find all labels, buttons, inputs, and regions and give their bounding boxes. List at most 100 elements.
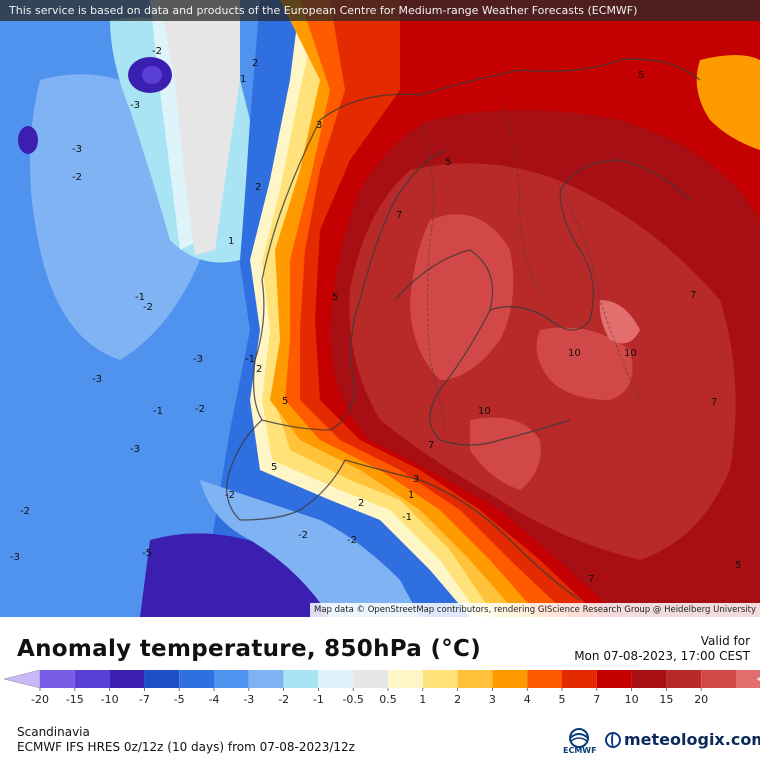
valid-label: Valid for bbox=[700, 634, 750, 648]
contour-labels: -2 -3 -3 -2 1 2 3 2 1 -1 -2 -3 -1 -3 -2 … bbox=[10, 46, 741, 585]
legend-swatch bbox=[144, 670, 180, 688]
legend-tick-label: 5 bbox=[559, 693, 566, 706]
contour-label: -3 bbox=[10, 552, 20, 563]
contour-label: 10 bbox=[478, 406, 491, 417]
ecmwf-logo-icon bbox=[569, 728, 589, 748]
legend-tick-label: 15 bbox=[659, 693, 673, 706]
contour-label: 2 bbox=[256, 364, 262, 375]
legend-tick-label: -20 bbox=[31, 693, 49, 706]
legend-swatch bbox=[214, 670, 249, 688]
legend-tick-label: -3 bbox=[243, 693, 254, 706]
legend-swatch bbox=[736, 670, 760, 688]
legend-swatch bbox=[353, 670, 388, 688]
contour-label: 7 bbox=[428, 440, 434, 451]
legend-tick-label: -7 bbox=[139, 693, 150, 706]
contour-label: 5 bbox=[282, 396, 288, 407]
contour-label: 10 bbox=[568, 348, 581, 359]
legend-swatch bbox=[40, 670, 75, 688]
contour-label: 2 bbox=[255, 182, 261, 193]
legend-swatch bbox=[74, 670, 110, 688]
legend-swatch bbox=[527, 670, 562, 688]
legend-swatch bbox=[666, 670, 702, 688]
legend-swatch bbox=[283, 670, 319, 688]
legend-tick-label: -5 bbox=[174, 693, 185, 706]
contour-label: 3 bbox=[316, 120, 322, 131]
contour-label: -1 bbox=[245, 354, 255, 365]
contour-label: 5 bbox=[271, 462, 277, 473]
warm-pocket-northeast bbox=[696, 55, 760, 150]
brand-name: meteologix.com bbox=[624, 730, 760, 749]
contour-label: -5 bbox=[142, 548, 152, 559]
contour-label: 10 bbox=[624, 348, 637, 359]
valid-datetime: Mon 07-08-2023, 17:00 CEST bbox=[574, 649, 750, 663]
legend-tick-label: 20 bbox=[694, 693, 708, 706]
contour-label: 5 bbox=[638, 70, 644, 81]
contour-label: -3 bbox=[130, 444, 140, 455]
weather-map[interactable]: -2 -3 -3 -2 1 2 3 2 1 -1 -2 -3 -1 -3 -2 … bbox=[0, 0, 760, 617]
cold-core-west bbox=[18, 126, 38, 154]
map-attribution[interactable]: Map data © OpenStreetMap contributors, r… bbox=[310, 603, 760, 617]
legend-tick-label: 2 bbox=[454, 693, 461, 706]
color-legend: -20 -15 -10 -7 -5 -4 -3 -2 -1 -0.5 0.5 1 2 3 4 5 7 10 15 20 bbox=[3, 669, 760, 706]
legend-swatch bbox=[388, 670, 423, 688]
hot-core-baltic bbox=[470, 417, 541, 490]
contour-label: 5 bbox=[735, 560, 741, 571]
contour-label: -3 bbox=[130, 100, 140, 111]
contour-label: -1 bbox=[135, 292, 145, 303]
hot-core-sweden bbox=[410, 214, 514, 380]
contour-label: -2 bbox=[195, 404, 205, 415]
ecmwf-logo-text: ECMWF bbox=[563, 746, 597, 755]
region-name: Scandinavia bbox=[17, 725, 90, 739]
contour-label: 7 bbox=[711, 397, 717, 408]
contour-label: -2 bbox=[20, 506, 30, 517]
legend-tick-label: 3 bbox=[489, 693, 496, 706]
contour-label: -2 bbox=[72, 172, 82, 183]
legend-swatch bbox=[701, 670, 736, 688]
legend-tick-label: 0.5 bbox=[379, 693, 397, 706]
contour-label: -2 bbox=[225, 490, 235, 501]
legend-swatch bbox=[179, 670, 214, 688]
legend-swatch bbox=[422, 670, 458, 688]
contour-label: 7 bbox=[396, 210, 402, 221]
contour-label: 1 bbox=[240, 74, 246, 85]
zone-neutral bbox=[160, 0, 240, 255]
legend-tick-label: 10 bbox=[625, 693, 639, 706]
contour-label: 5 bbox=[332, 292, 338, 303]
hot-core-finland bbox=[536, 327, 633, 400]
legend-tick-label: -2 bbox=[278, 693, 289, 706]
legend-swatch bbox=[492, 670, 528, 688]
coastlines bbox=[226, 58, 701, 601]
contour-label: 7 bbox=[588, 574, 594, 585]
legend-tick-label: 1 bbox=[419, 693, 426, 706]
globe-icon bbox=[605, 731, 621, 748]
contour-label: -1 bbox=[153, 406, 163, 417]
legend-arrow-high bbox=[755, 676, 760, 682]
legend-swatch bbox=[318, 670, 354, 688]
legend-tick-label: -4 bbox=[209, 693, 220, 706]
legend-arrow-low bbox=[3, 669, 41, 689]
legend-swatch bbox=[562, 670, 597, 688]
legend-swatch bbox=[109, 670, 145, 688]
legend-tick-label: 7 bbox=[593, 693, 600, 706]
model-run: ECMWF IFS HRES 0z/12z (10 days) from 07-… bbox=[17, 740, 355, 754]
legend-tick-label: -15 bbox=[66, 693, 84, 706]
meteologix-logo[interactable]: meteologix.com bbox=[605, 730, 760, 749]
legend-swatch bbox=[631, 670, 667, 688]
contour-label: -2 bbox=[347, 535, 357, 546]
borders bbox=[419, 99, 641, 431]
legend-tick-label: 4 bbox=[524, 693, 531, 706]
contour-label: 1 bbox=[408, 490, 414, 501]
contour-label: 3 bbox=[413, 474, 419, 485]
contour-label: -2 bbox=[143, 302, 153, 313]
legend-ticks: -20 -15 -10 -7 -5 -4 -3 -2 -1 -0.5 0.5 1 2 3 4 5 7 10 15 20 bbox=[31, 688, 708, 706]
legend-swatch bbox=[596, 670, 632, 688]
contour-label: 7 bbox=[690, 290, 696, 301]
chart-title: Anomaly temperature, 850hPa (°C) bbox=[17, 636, 482, 662]
contour-label: 1 bbox=[228, 236, 234, 247]
legend-tick-label: -0.5 bbox=[342, 693, 363, 706]
contour-label: -3 bbox=[72, 144, 82, 155]
contour-label: -1 bbox=[402, 512, 412, 523]
legend-swatch bbox=[457, 670, 493, 688]
contour-label: 2 bbox=[252, 58, 258, 69]
contour-label: -3 bbox=[92, 374, 102, 385]
